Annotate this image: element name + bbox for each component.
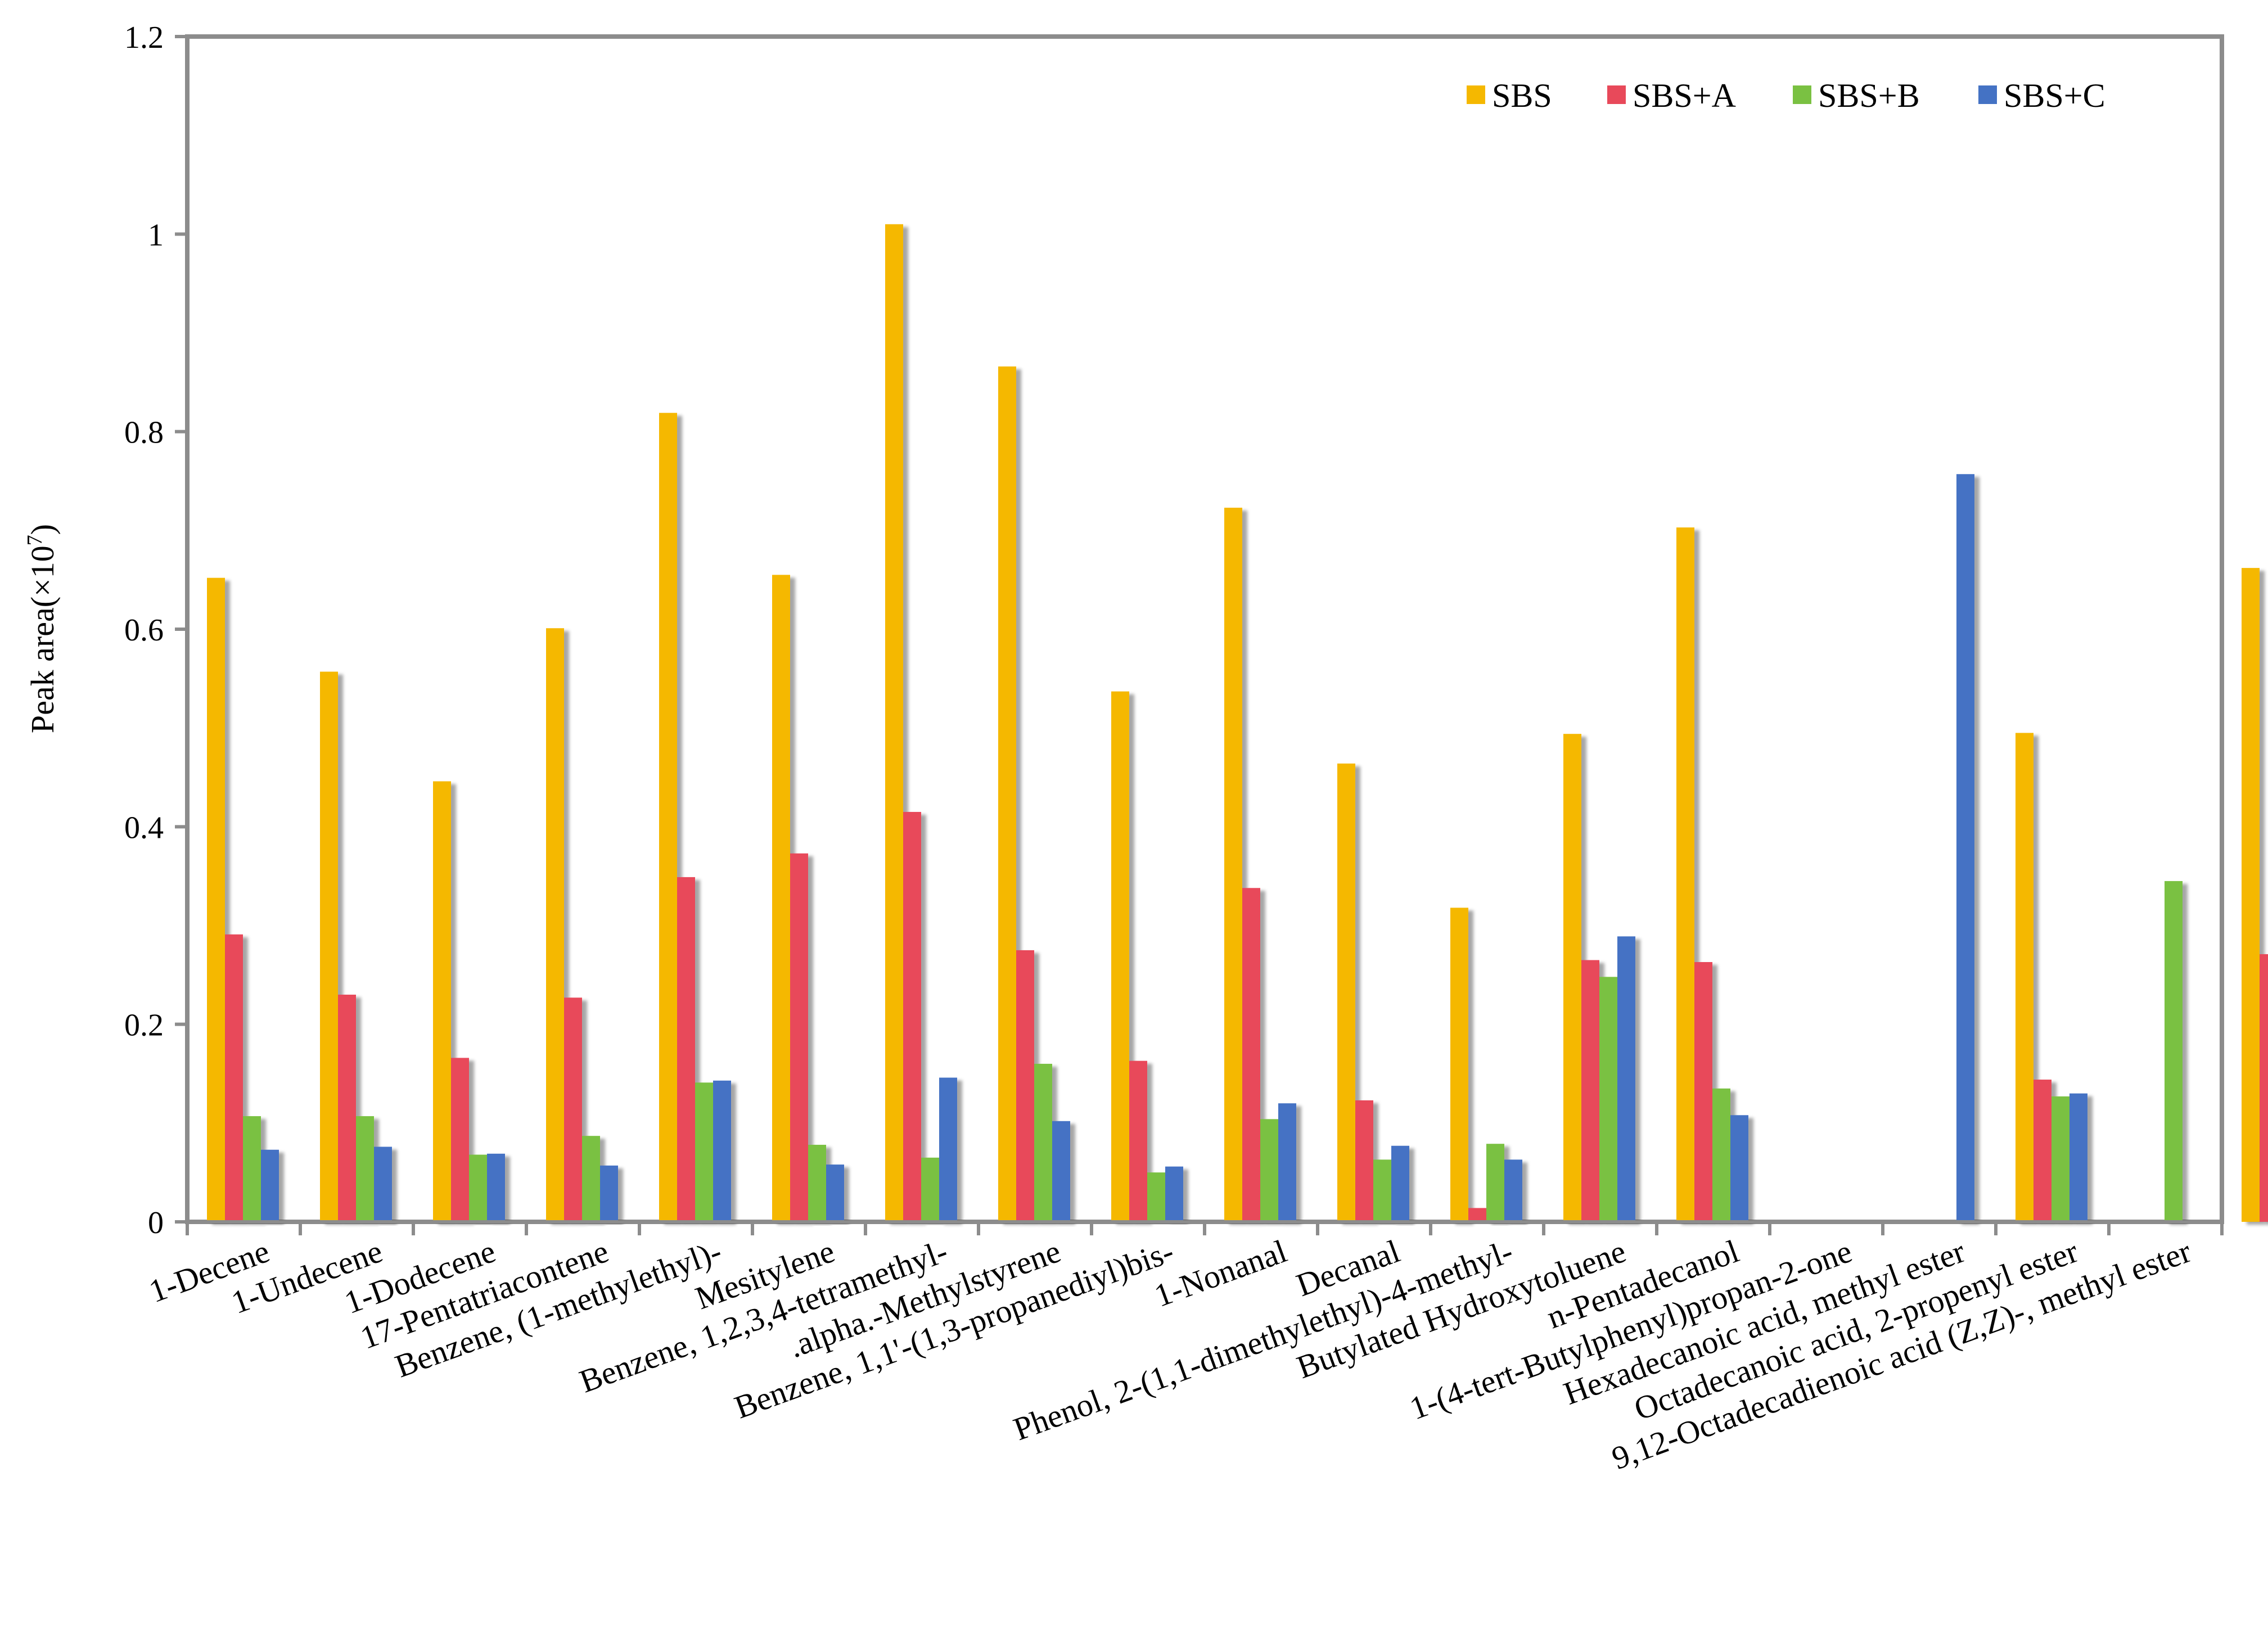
axes-layer	[175, 35, 2224, 1235]
bar-sbs-plus-b-7	[1034, 1063, 1052, 1222]
category-label-9: 1-Nonanal	[1149, 1233, 1291, 1314]
y-tick-label: 0	[148, 1206, 164, 1240]
bar-sbs-plus-c-11	[1504, 1159, 1522, 1222]
bar-sbs-18	[2242, 568, 2260, 1222]
bar-sbs-plus-c-16	[2069, 1093, 2087, 1222]
bar-sbs-plus-a-5	[790, 853, 808, 1222]
bar-sbs-12	[1563, 734, 1581, 1222]
bar-sbs-plus-c-4	[713, 1080, 731, 1222]
bar-sbs-0	[207, 577, 225, 1222]
bar-sbs-6	[885, 224, 903, 1222]
bar-sbs-plus-a-12	[1581, 960, 1599, 1222]
bar-sbs-plus-b-16	[2051, 1096, 2069, 1222]
bar-sbs-plus-a-6	[903, 811, 921, 1222]
bar-sbs-plus-c-3	[600, 1165, 618, 1222]
bar-sbs-plus-b-13	[1712, 1088, 1730, 1222]
bar-sbs-plus-c-6	[939, 1077, 957, 1222]
bar-sbs-plus-b-5	[808, 1144, 826, 1222]
legend-label-3: SBS+C	[2004, 77, 2105, 114]
bar-sbs-plus-c-12	[1617, 936, 1635, 1222]
bar-sbs-plus-b-10	[1373, 1159, 1391, 1222]
bar-sbs-8	[1111, 691, 1129, 1222]
y-axis-title-text: Peak area(×10	[24, 545, 61, 733]
bar-sbs-plus-b-8	[1147, 1172, 1165, 1222]
bar-sbs-plus-c-1	[374, 1146, 392, 1222]
bar-sbs-plus-b-2	[469, 1154, 487, 1222]
y-tick-label: 1	[148, 218, 164, 252]
bar-sbs-plus-c-5	[826, 1164, 844, 1222]
bar-sbs-3	[546, 628, 564, 1222]
plot-frame	[185, 34, 2224, 1224]
bar-sbs-plus-c-10	[1391, 1145, 1409, 1222]
bar-sbs-plus-a-7	[1016, 950, 1034, 1222]
bar-sbs-plus-c-0	[261, 1149, 279, 1222]
bar-sbs-plus-a-1	[338, 994, 356, 1222]
y-axis-title-close: )	[24, 524, 61, 535]
y-tick-label: 0.2	[124, 1008, 164, 1043]
legend-swatch-0	[1467, 85, 1485, 104]
bar-sbs-plus-a-8	[1129, 1060, 1147, 1222]
bar-sbs-7	[998, 366, 1016, 1222]
bar-sbs-5	[772, 575, 790, 1222]
bar-sbs-plus-c-15	[1956, 474, 1974, 1222]
bars-layer	[207, 224, 2268, 1222]
bar-sbs-plus-a-16	[2033, 1080, 2051, 1222]
bar-sbs-plus-b-12	[1599, 977, 1617, 1222]
bar-sbs-11	[1450, 908, 1468, 1222]
legend: SBS SBS+A SBS+B SBS+C	[1467, 77, 2105, 114]
bar-sbs-plus-c-13	[1730, 1115, 1748, 1222]
bar-sbs-plus-b-4	[695, 1082, 713, 1222]
legend-label-1: SBS+A	[1633, 77, 1736, 114]
bar-sbs-2	[433, 781, 451, 1222]
legend-swatch-2	[1793, 85, 1811, 104]
bar-sbs-plus-a-10	[1355, 1100, 1373, 1222]
bar-sbs-16	[2016, 733, 2033, 1222]
bar-sbs-plus-c-9	[1278, 1103, 1296, 1222]
bar-sbs-plus-b-17	[2165, 881, 2183, 1222]
y-tick-label: 1.2	[124, 20, 164, 55]
tick-labels-layer: 0 0.2 0.4 0.6 0.8 1 1.2	[124, 20, 164, 1240]
bar-sbs-plus-b-11	[1486, 1144, 1504, 1222]
y-tick-label: 0.8	[124, 416, 164, 450]
bar-sbs-plus-c-2	[487, 1153, 505, 1222]
bar-sbs-plus-a-4	[677, 877, 695, 1222]
legend-label-0: SBS	[1492, 77, 1552, 114]
bar-sbs-plus-a-9	[1242, 888, 1260, 1222]
bar-sbs-plus-b-1	[356, 1116, 374, 1222]
bar-sbs-9	[1224, 507, 1242, 1222]
bar-sbs-plus-a-3	[564, 997, 582, 1222]
bar-sbs-plus-c-8	[1165, 1166, 1183, 1222]
bar-sbs-1	[320, 671, 338, 1222]
bar-sbs-plus-b-6	[921, 1157, 939, 1222]
bar-sbs-plus-c-7	[1052, 1121, 1070, 1222]
bar-sbs-plus-a-11	[1468, 1208, 1486, 1222]
bar-sbs-plus-a-0	[225, 934, 243, 1222]
bar-sbs-10	[1337, 763, 1355, 1222]
y-tick-label: 0.6	[124, 613, 164, 648]
y-axis-title-exponent: 7	[23, 535, 47, 545]
y-tick-label: 0.4	[124, 810, 164, 845]
bar-sbs-4	[659, 413, 677, 1222]
category-labels-layer: 1-Decene1-Undecene1-Dodecene17-Pentatria…	[144, 1233, 2195, 1477]
bar-sbs-plus-a-18	[2260, 954, 2268, 1222]
legend-swatch-3	[1978, 85, 1997, 104]
bar-sbs-plus-b-3	[582, 1136, 600, 1222]
legend-label-2: SBS+B	[1818, 77, 1920, 114]
y-axis-title: Peak area(×107)	[23, 524, 61, 733]
bar-sbs-plus-b-9	[1260, 1119, 1278, 1222]
bar-sbs-plus-b-0	[243, 1116, 261, 1222]
bar-sbs-plus-a-2	[451, 1058, 469, 1222]
bar-sbs-plus-a-13	[1694, 962, 1712, 1222]
legend-swatch-1	[1607, 85, 1626, 104]
bar-sbs-13	[1676, 527, 1694, 1222]
